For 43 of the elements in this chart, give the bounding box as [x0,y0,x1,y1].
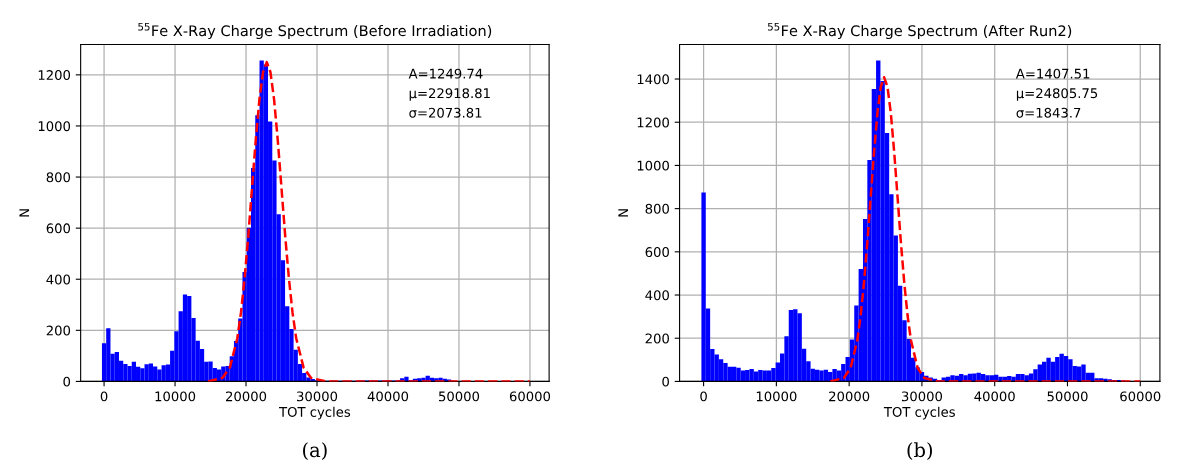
y-tick-label: 200 [46,325,71,336]
y-axis-title: N [19,209,30,217]
y-tick-label: 1000 [637,160,669,171]
y-tick-label: 800 [645,203,669,214]
x-tick-label: 30000 [901,391,943,402]
y-tick-label: 1000 [38,121,71,132]
y-axis-title: N [618,209,628,217]
x-tick-label: 50000 [439,391,480,402]
annotation: σ=2073.81 [409,107,482,118]
text: (a) [303,442,327,460]
y-tick-label: 600 [46,223,71,234]
text: (b) [907,442,933,460]
y-tick-label: 0 [63,376,71,387]
annotation: μ=24805.75 [1016,88,1098,101]
x-tick-label: 10000 [155,391,196,402]
y-tick-label: 1200 [38,70,71,81]
chart-title: $^{55}$Fe X-Ray Charge Spectrum (After Run2) [767,23,1072,40]
y-tick-label: 1400 [637,74,669,85]
x-axis-title: TOT cycles [279,406,351,420]
x-axis-title: TOT cycles [883,406,955,420]
x-tick-label: 60000 [1120,391,1161,402]
x-tick-label: 0 [100,391,108,402]
y-tick-label: 400 [645,290,669,301]
y-tick-label: 400 [46,274,71,285]
y-tick-label: 200 [645,333,669,344]
y-tick-label: 0 [662,376,669,387]
x-tick-label: 20000 [226,391,267,402]
x-tick-label: 60000 [509,391,551,402]
annotation: σ=1843.7 [1016,107,1081,118]
annotation: A=1407.51 [1015,68,1090,79]
x-tick-label: 50000 [1047,391,1088,402]
x-tick-label: 20000 [829,391,870,402]
x-tick-label: 10000 [756,391,797,402]
annotation: μ=22918.81 [409,88,490,101]
annotation: A=1249.74 [408,68,483,79]
chart-title: $^{55}$Fe X-Ray Charge Spectrum (Before Irradiation) [138,23,492,40]
x-tick-label: 30000 [297,391,338,402]
y-tick-label: 600 [645,247,669,258]
x-tick-label: 40000 [974,391,1015,402]
x-tick-label: 40000 [367,391,409,402]
y-tick-label: 1200 [637,117,669,128]
x-tick-label: 0 [700,391,707,402]
y-tick-label: 800 [46,172,71,183]
